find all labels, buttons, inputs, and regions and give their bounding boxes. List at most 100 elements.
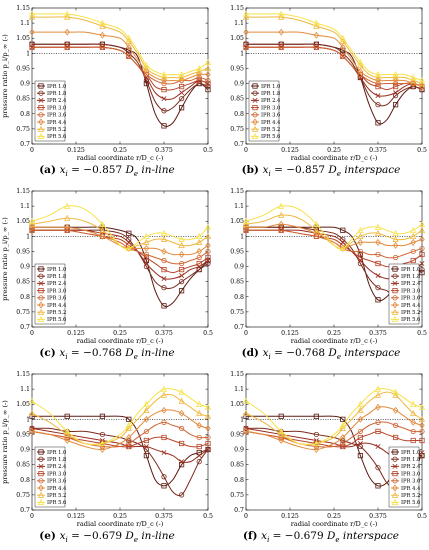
x-tick-label: 0.5 [417, 330, 427, 337]
caption-letter: (e) [39, 530, 60, 542]
data-point [410, 428, 416, 435]
data-point [393, 93, 399, 99]
legend-marker [391, 315, 399, 322]
data-point [178, 440, 185, 447]
legend-entry: IPR 3.0 [47, 105, 66, 111]
legend-entry: IPR 2.4 [47, 98, 67, 104]
caption-mode: interspace [344, 347, 401, 359]
data-point [99, 443, 106, 450]
data-point [313, 413, 319, 419]
legend-marker [38, 266, 44, 272]
x-tick-label: 0.375 [369, 513, 387, 520]
y-tick-label: 1.1 [20, 20, 30, 27]
data-point [313, 443, 320, 450]
data-point [392, 102, 399, 108]
data-point [196, 409, 203, 416]
data-point [340, 53, 346, 59]
caption-value: = −0.768 [67, 347, 126, 359]
data-point [28, 220, 36, 227]
legend-marker [392, 273, 398, 279]
data-point [375, 419, 381, 425]
data-point [419, 87, 425, 93]
legend-marker [37, 315, 45, 322]
y-tick-label: 1.1 [20, 203, 30, 210]
chart-panel-d: 0.7 0.75 0.8 0.85 0.9 0.95 1 1.05 1.1 1.15 0 0.125 0… [230, 188, 427, 345]
data-point [143, 232, 150, 239]
series-line [32, 16, 209, 79]
data-point [160, 229, 168, 236]
y-tick-label: 1.05 [16, 401, 30, 408]
data-point [357, 258, 363, 263]
legend-entry: IPR 5.6 [47, 134, 66, 140]
data-point [357, 441, 363, 446]
data-point [196, 254, 202, 261]
data-point [339, 244, 346, 252]
data-point [419, 261, 425, 267]
data-point [357, 248, 363, 255]
data-point [392, 74, 399, 81]
legend-entry: IPR 2.4 [401, 281, 421, 287]
series-line [246, 16, 423, 85]
data-point [278, 430, 285, 438]
caption-letter: (b) [241, 164, 263, 176]
data-point [143, 254, 149, 261]
data-point [196, 238, 203, 245]
data-point [392, 241, 399, 249]
legend-entry: IPR 4.4 [401, 486, 421, 492]
data-point [340, 227, 346, 233]
data-point [278, 434, 284, 441]
data-point [392, 229, 399, 236]
data-point [99, 232, 106, 240]
y-axis-label: pressure ratio p_i/p_∞ (-) [1, 34, 9, 118]
series-IPR-5-6 [242, 10, 426, 84]
x-tick-label: 0.375 [369, 330, 387, 337]
data-point [357, 226, 364, 233]
data-point [357, 232, 364, 239]
data-point [205, 260, 211, 267]
series-line [31, 229, 209, 265]
legend-entry: IPR 4.4 [47, 303, 67, 309]
legend-entry: IPR 5.2 [401, 493, 420, 499]
legend-marker [251, 125, 259, 132]
legend-entry: IPR 3.0 [47, 471, 66, 477]
series-line [245, 388, 423, 446]
legend-marker [38, 456, 44, 462]
data-point [375, 273, 381, 279]
series-line [245, 229, 423, 259]
chart-panel-a: 0.7 0.75 0.8 0.85 0.9 0.95 1 1.05 1.1 1.15 0 0.125 0… [1, 5, 213, 162]
caption-unit: De [125, 530, 138, 545]
data-point [375, 83, 381, 90]
y-tick-label: 1.15 [230, 188, 244, 195]
data-point [242, 409, 250, 416]
caption-variable: xi [261, 530, 270, 545]
data-point [161, 87, 167, 93]
data-point [410, 83, 416, 90]
legend-marker [392, 288, 398, 294]
data-point [179, 260, 185, 267]
y-tick-label: 1 [26, 233, 30, 240]
data-point [419, 450, 425, 456]
data-point [375, 93, 381, 99]
data-point [160, 71, 168, 78]
legend-marker [37, 498, 45, 505]
y-tick-label: 0.9 [20, 447, 30, 454]
data-point [339, 34, 346, 41]
series-IPR-5-6 [28, 202, 212, 252]
y-tick-label: 0.75 [16, 309, 30, 316]
x-tick-label: 0.375 [369, 147, 387, 154]
caption-variable: xi [59, 164, 68, 179]
y-tick-label: 0.75 [230, 309, 244, 316]
legend-entry: IPR 3.0 [47, 288, 66, 294]
data-point [374, 391, 382, 398]
data-point [28, 10, 36, 17]
legend-marker [38, 484, 44, 492]
data-point [278, 41, 284, 47]
caption-variable: xi [262, 164, 271, 179]
data-point [161, 450, 167, 456]
data-point [410, 257, 416, 264]
y-tick-label: 0.95 [230, 65, 244, 72]
legend-marker [392, 463, 398, 469]
y-tick-label: 0.75 [16, 126, 30, 133]
x-tick-label: 0.375 [155, 513, 173, 520]
